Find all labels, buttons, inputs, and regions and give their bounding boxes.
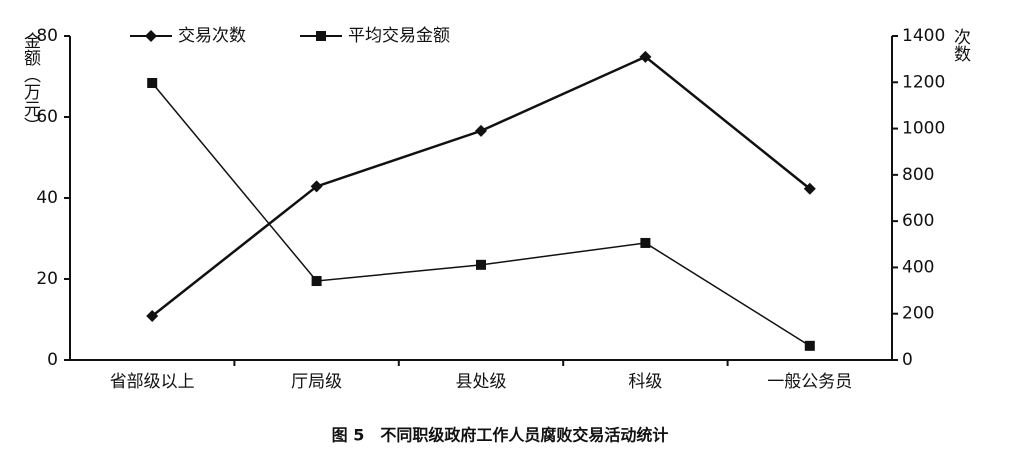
y2-tick-label: 800 [902, 165, 934, 185]
line [151, 55, 811, 318]
legend-marker [316, 31, 326, 41]
point [475, 124, 487, 137]
y2-tick-label: 1200 [902, 72, 945, 92]
x-tick-label: 厅局级 [291, 372, 342, 392]
point [803, 182, 816, 195]
y-tick-label: 40 [36, 188, 58, 208]
point [640, 237, 651, 248]
y2-tick-label: 1000 [902, 119, 945, 139]
y2-tick-label: 400 [902, 257, 934, 277]
y2-tick-label: 200 [902, 304, 934, 324]
y-tick-label: 80 [36, 26, 58, 46]
point [147, 77, 158, 88]
point [311, 276, 322, 287]
point [476, 259, 486, 270]
y2-tick-label: 1400 [902, 26, 945, 46]
point [310, 180, 323, 193]
y-tick-label: 0 [47, 350, 58, 370]
x-tick-label: 县处级 [456, 372, 507, 392]
y2-tick-label: 0 [902, 350, 913, 370]
y-axis-label: 金额（万元） [20, 32, 41, 134]
line [151, 82, 811, 347]
y2-tick-label: 600 [902, 211, 934, 231]
point [804, 340, 815, 351]
x-tick-label: 一般公务员 [767, 372, 852, 392]
x-tick-label: 科级 [628, 372, 662, 392]
legend-label: 平均交易金额 [348, 26, 450, 46]
y-tick-label: 60 [36, 107, 58, 127]
y2-axis-label: 次数 [950, 28, 971, 62]
x-tick-label: 省部级以上 [110, 372, 195, 392]
point [146, 310, 159, 323]
legend-label: 交易次数 [178, 26, 246, 46]
y-tick-label: 20 [36, 269, 58, 289]
point [639, 50, 652, 63]
chart-title: 图 5 不同职级政府工作人员腐败交易活动统计 [332, 426, 669, 445]
legend-marker [145, 30, 157, 42]
